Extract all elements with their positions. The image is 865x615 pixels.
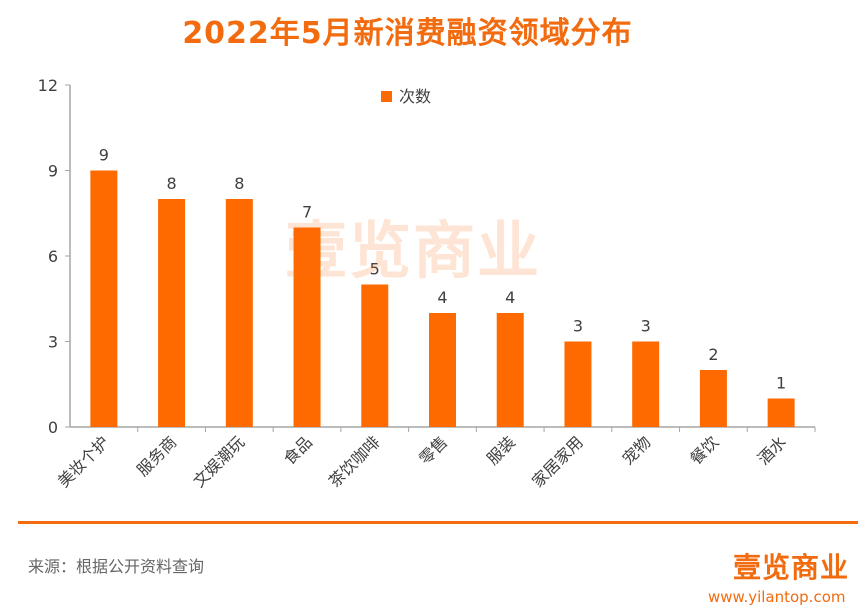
- data-label: 9: [99, 146, 109, 165]
- data-label: 8: [234, 174, 244, 193]
- y-tick-label: 9: [48, 162, 58, 181]
- x-tick-label: 美妆个护: [54, 432, 113, 491]
- data-label: 5: [370, 260, 380, 279]
- data-label: 7: [302, 203, 312, 222]
- legend-label: 次数: [399, 87, 431, 106]
- x-tick-label: 茶饮咖啡: [325, 432, 384, 491]
- bar-chart: 0369129美妆个护8服务商8文娱潮玩7食品5茶饮咖啡4零售4服装3家居家用3…: [38, 76, 816, 491]
- x-tick-label: 酒水: [754, 432, 790, 468]
- source-note: 来源：根据公开资料查询: [28, 557, 205, 576]
- x-tick-label: 食品: [280, 432, 316, 468]
- data-label: 8: [166, 174, 176, 193]
- y-tick-label: 12: [38, 76, 58, 95]
- data-label: 3: [641, 317, 651, 336]
- watermark: 壹览商业: [285, 214, 542, 287]
- bar: [293, 227, 321, 427]
- bar: [496, 313, 524, 427]
- y-tick-label: 3: [48, 333, 58, 352]
- data-label: 3: [573, 317, 583, 336]
- x-tick-label: 文娱潮玩: [189, 432, 248, 491]
- bar: [225, 199, 253, 427]
- x-tick-label: 服装: [483, 432, 519, 468]
- x-tick-label: 家居家用: [528, 432, 587, 491]
- bar: [361, 284, 389, 427]
- data-label: 1: [776, 374, 786, 393]
- x-tick-label: 餐饮: [686, 432, 722, 468]
- bar: [564, 341, 592, 427]
- legend-swatch: [381, 91, 392, 102]
- bar: [429, 313, 456, 427]
- y-tick-label: 0: [48, 418, 58, 437]
- chart-title: 2022年5月新消费融资领域分布: [182, 16, 633, 51]
- data-label: 4: [437, 288, 447, 307]
- bar: [158, 199, 186, 427]
- website-url: www.yilantop.com: [708, 588, 846, 606]
- data-label: 4: [505, 288, 515, 307]
- data-label: 2: [708, 345, 718, 364]
- x-tick-label: 服务商: [133, 432, 180, 479]
- bar: [699, 370, 727, 427]
- bar: [767, 398, 795, 427]
- brand-logo: 壹览商业: [733, 551, 850, 584]
- bar: [632, 341, 660, 427]
- x-tick-label: 宠物: [618, 432, 654, 468]
- footer-divider: [18, 521, 858, 524]
- x-tick-label: 零售: [415, 432, 451, 468]
- y-tick-label: 6: [48, 247, 58, 266]
- bar: [90, 170, 118, 427]
